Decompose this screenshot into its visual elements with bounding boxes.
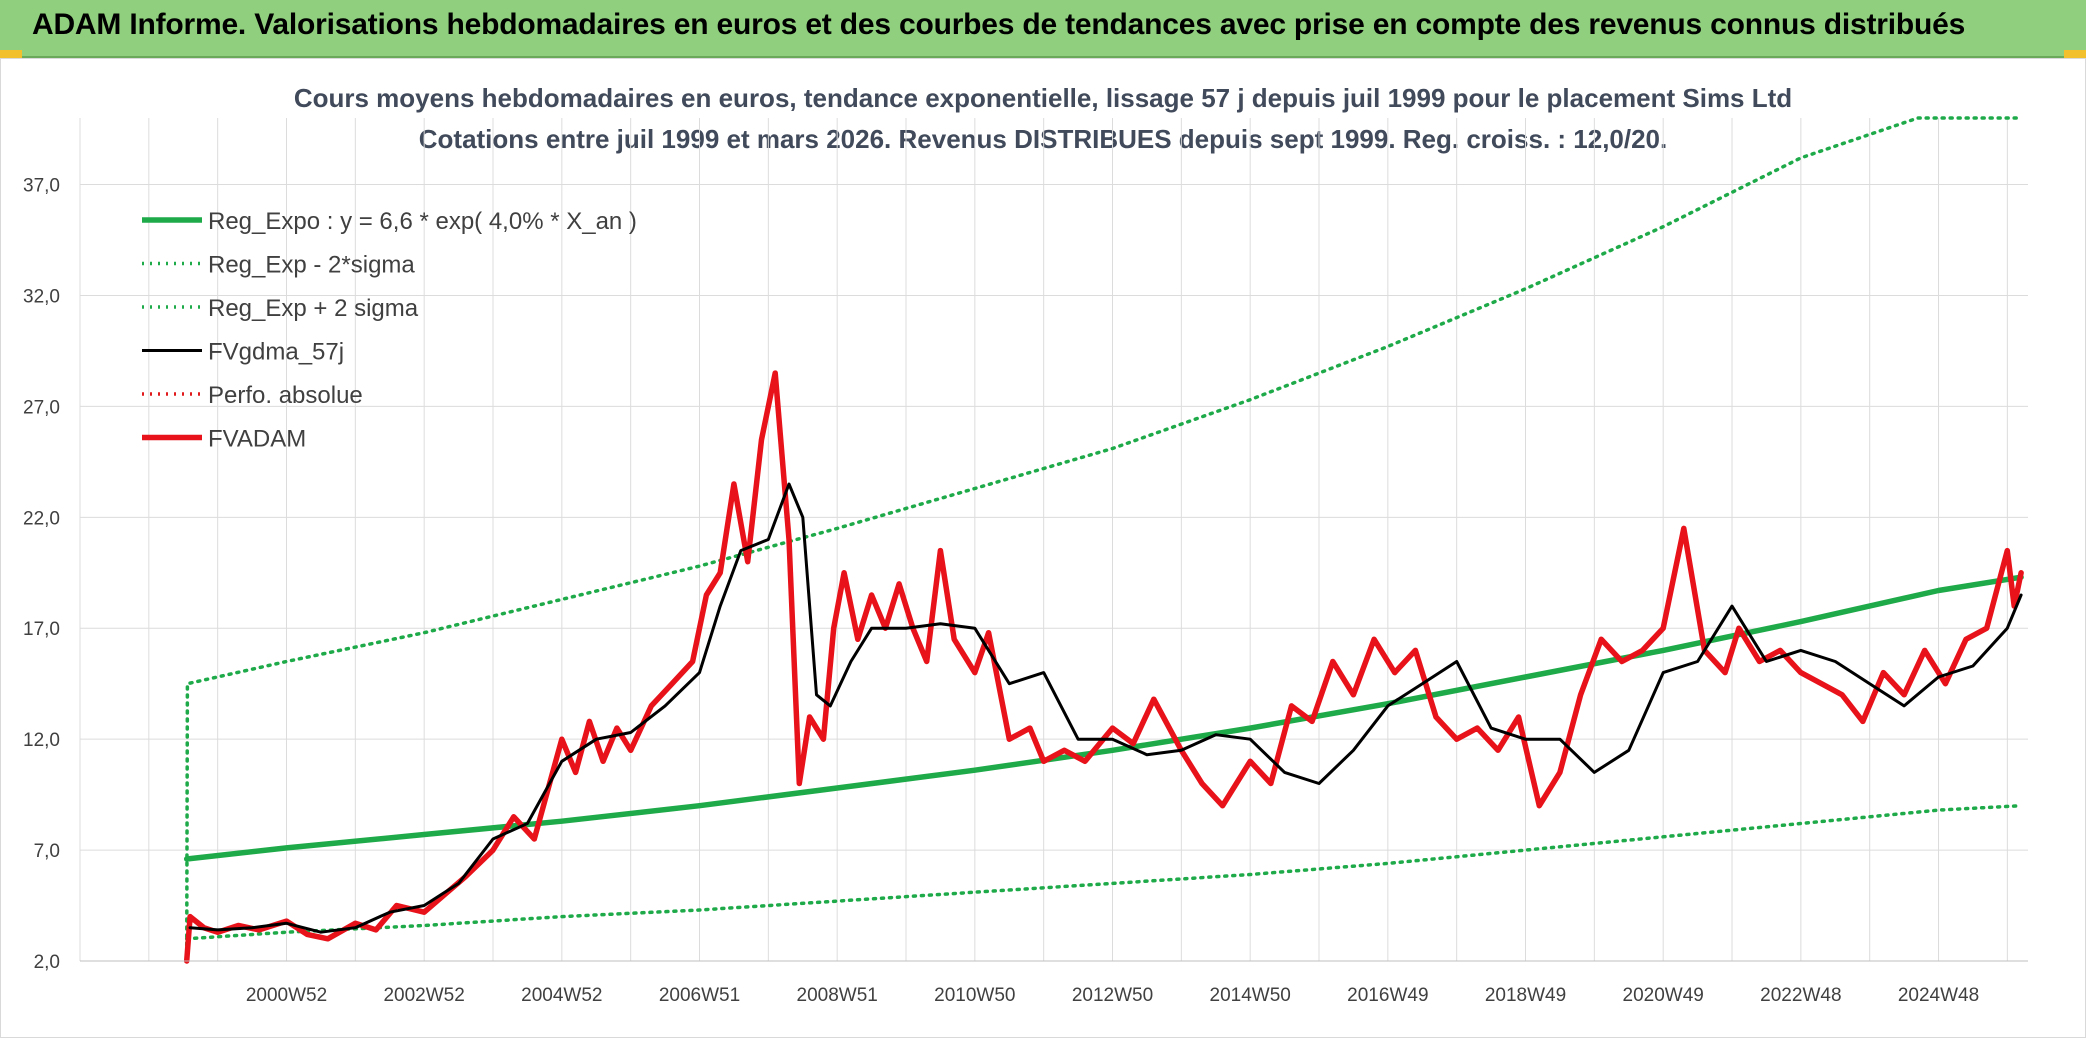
x-tick-label: 2000W52 (246, 985, 327, 1006)
series-line (183, 370, 2024, 964)
corner-mark-right (2064, 50, 2086, 58)
x-tick-label: 2018W49 (1485, 985, 1566, 1006)
chart-frame (0, 58, 2086, 1038)
x-tick-label: 2024W48 (1898, 985, 1979, 1006)
legend-label: FVADAM (208, 426, 306, 453)
y-tick-label: 2,0 (34, 952, 60, 973)
chart-subtitle: Cotations entre juil 1999 et mars 2026. … (418, 124, 1668, 154)
corner-mark-left (0, 50, 22, 58)
report-title: ADAM Informe. Valorisations hebdomadaire… (32, 8, 1966, 41)
legend-label: Perfo. absolue (208, 382, 363, 409)
series-line (183, 574, 2024, 862)
legend-label: Reg_Expo : y = 6,6 * exp( 4,0% * X_an ) (208, 208, 637, 235)
x-tick-label: 2020W49 (1623, 985, 1704, 1006)
x-tick-label: 2008W51 (797, 985, 878, 1006)
series-line (184, 116, 2023, 963)
y-tick-label: 37,0 (23, 176, 60, 197)
y-tick-label: 7,0 (34, 841, 60, 862)
series-line (188, 482, 2023, 934)
x-tick-label: 2022W48 (1760, 985, 1841, 1006)
y-tick-label: 32,0 (23, 286, 60, 307)
legend-label: FVgdma_57j (208, 339, 344, 366)
x-tick-label: 2012W50 (1072, 985, 1153, 1006)
y-tick-label: 22,0 (23, 508, 60, 529)
y-tick-label: 17,0 (23, 619, 60, 640)
series-layer (183, 116, 2024, 964)
x-tick-label: 2014W50 (1210, 985, 1291, 1006)
grid-lines (79, 118, 2028, 962)
y-tick-label: 12,0 (23, 730, 60, 751)
axes: 2,0 7,0 12,0 17,0 22,0 27,0 32,0 37,0 2000W52 200… (23, 176, 2028, 1006)
x-tick-label: 2006W51 (659, 985, 740, 1006)
series-line (184, 803, 2023, 941)
x-tick-label: 2004W52 (521, 985, 602, 1006)
legend: Reg_Expo : y = 6,6 * exp( 4,0% * X_an ) R… (142, 208, 637, 453)
report-banner: ADAM Informe. Valorisations hebdomadaire… (0, 0, 2086, 58)
chart-title: Cours moyens hebdomadaires en euros, ten… (293, 83, 1793, 113)
x-tick-label: 2010W50 (934, 985, 1015, 1006)
x-tick-label: 2016W49 (1347, 985, 1428, 1006)
legend-label: Reg_Exp - 2*sigma (208, 252, 415, 279)
y-tick-label: 27,0 (23, 397, 60, 418)
x-tick-label: 2002W52 (383, 985, 464, 1006)
legend-label: Reg_Exp + 2 sigma (208, 295, 419, 322)
